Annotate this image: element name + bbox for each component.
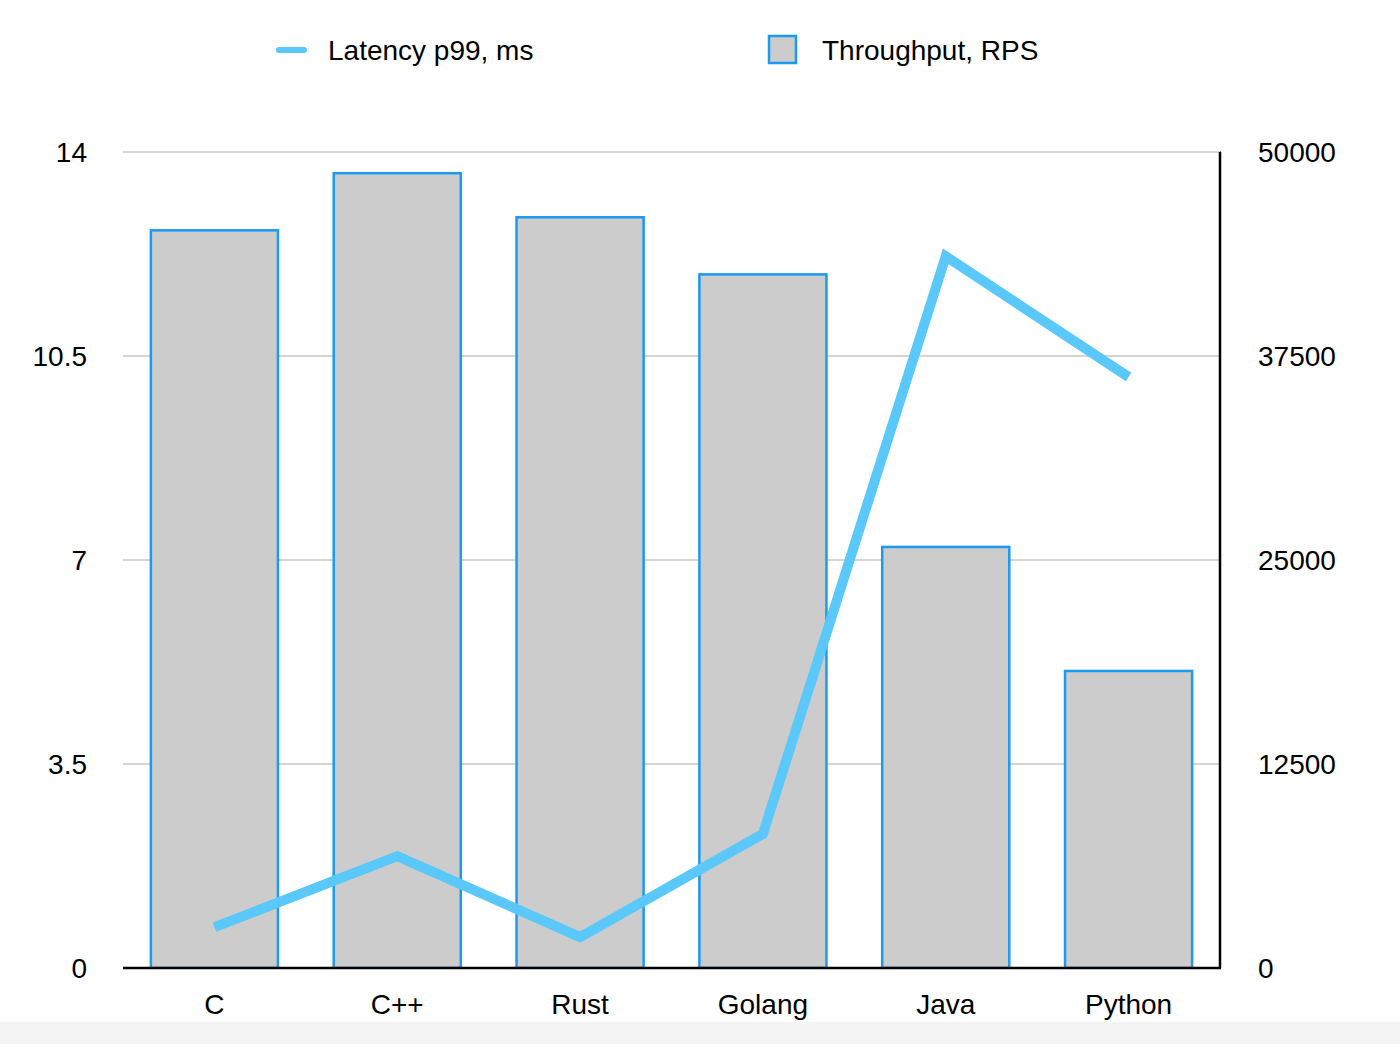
legend-label: Latency p99, ms bbox=[328, 35, 533, 66]
grid-line bbox=[123, 356, 1220, 357]
line bbox=[214, 256, 1128, 937]
bar bbox=[1065, 671, 1192, 968]
chart: 0 3.5 7 10.5 14 0 12500 25000 37500 50000 C C++ Rust… bbox=[0, 0, 1400, 1044]
y2-axis-line bbox=[1219, 152, 1222, 968]
bar bbox=[334, 173, 461, 968]
legend-item: Latency p99, ms bbox=[279, 35, 533, 66]
y-tick-label: 7 bbox=[71, 545, 87, 576]
bar bbox=[882, 547, 1009, 968]
y2-tick-label: 0 bbox=[1258, 953, 1274, 984]
page-strip bbox=[0, 1022, 1400, 1044]
x-tick-label: C bbox=[204, 989, 224, 1020]
y2-tick-label: 25000 bbox=[1258, 545, 1336, 576]
y2-tick-label: 50000 bbox=[1258, 137, 1336, 168]
grid-line bbox=[123, 968, 1220, 969]
legend-key bbox=[769, 36, 796, 63]
x-tick-label: Golang bbox=[718, 989, 808, 1020]
legend-label: Throughput, RPS bbox=[822, 35, 1038, 66]
grid-line bbox=[123, 152, 1220, 153]
y-tick-label: 3.5 bbox=[48, 749, 87, 780]
y2-tick-label: 37500 bbox=[1258, 341, 1336, 372]
x-axis-line bbox=[123, 967, 1221, 970]
x-tick-label: Rust bbox=[551, 989, 609, 1020]
grid-line bbox=[123, 764, 1220, 765]
bar bbox=[151, 230, 278, 968]
plot-area bbox=[151, 173, 1192, 968]
legend-item: Throughput, RPS bbox=[769, 35, 1038, 66]
x-tick-label: Java bbox=[916, 989, 976, 1020]
y-tick-label: 0 bbox=[71, 953, 87, 984]
y-tick-label: 10.5 bbox=[33, 341, 88, 372]
x-tick-label: C++ bbox=[371, 989, 424, 1020]
grid-line bbox=[123, 560, 1220, 561]
y-tick-label: 14 bbox=[56, 137, 87, 168]
bar bbox=[517, 217, 644, 968]
y2-tick-label: 12500 bbox=[1258, 749, 1336, 780]
legend-key bbox=[279, 47, 304, 53]
x-tick-label: Python bbox=[1085, 989, 1172, 1020]
